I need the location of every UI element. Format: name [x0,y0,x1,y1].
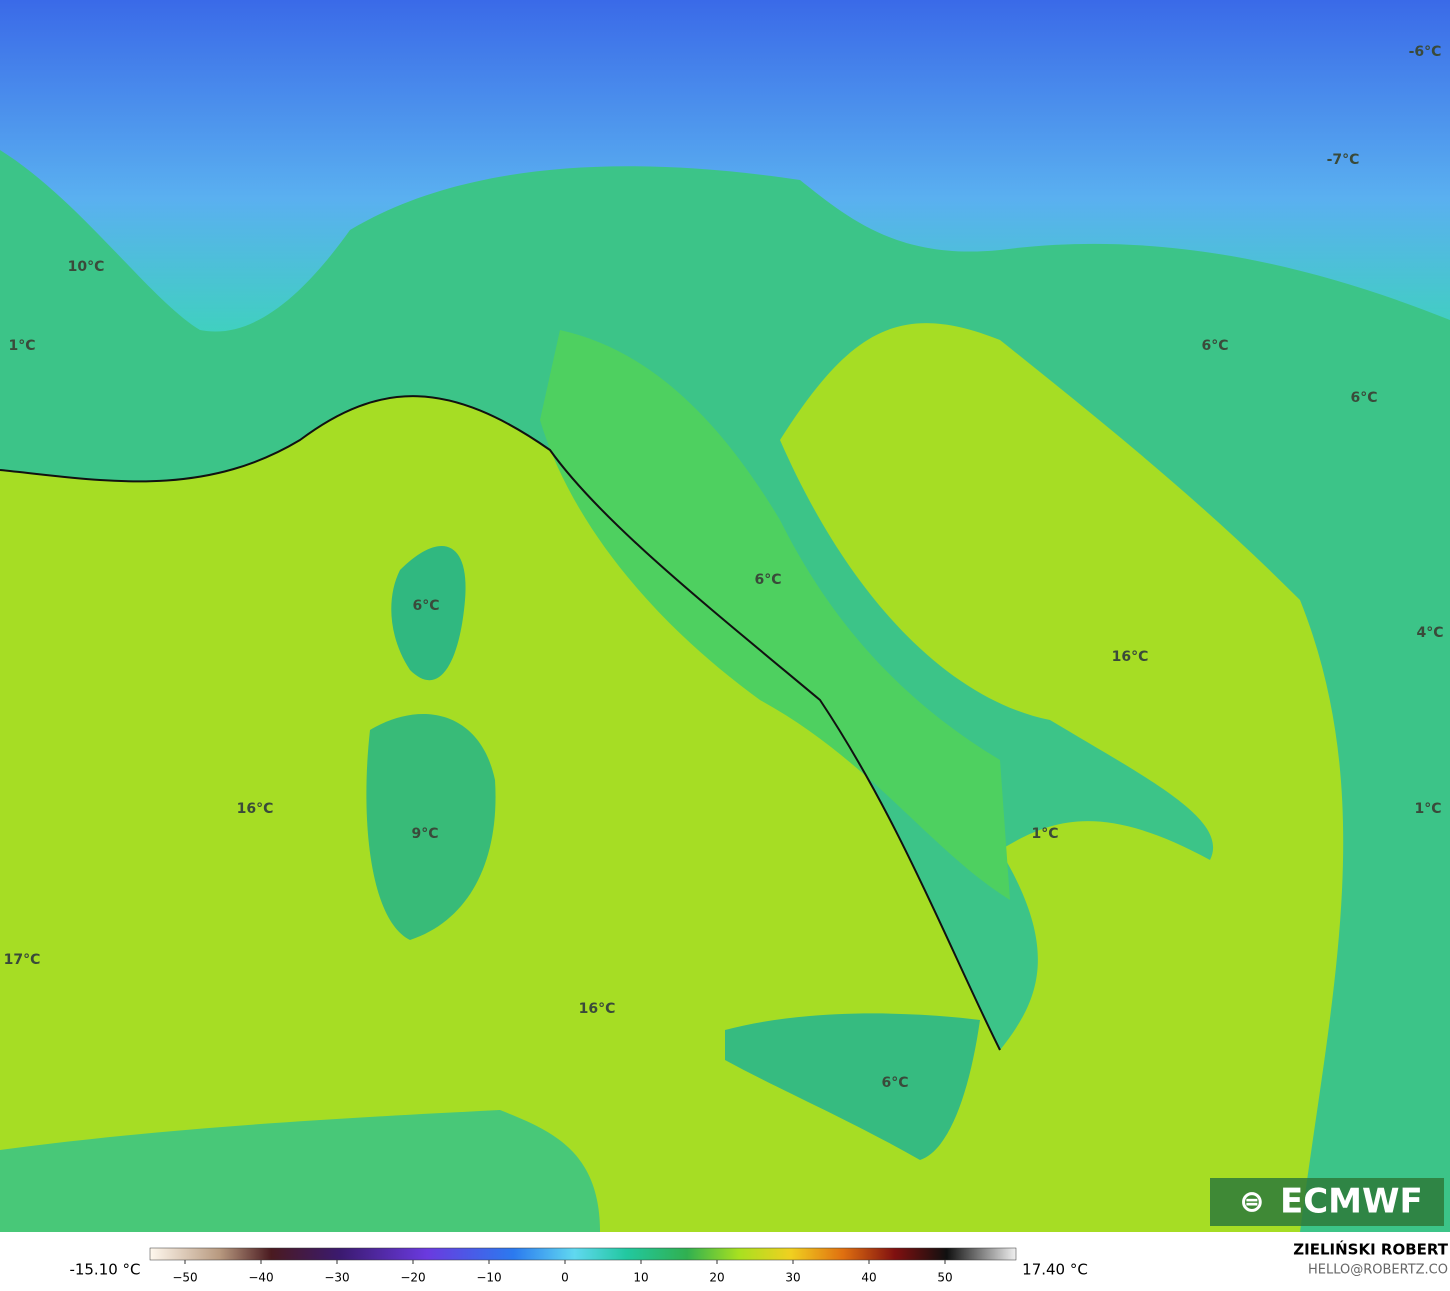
temp-label: -6°C [1409,44,1442,60]
colorbar-tick-label: 30 [785,1271,800,1285]
temp-label: 6°C [1201,338,1228,354]
africa [0,1110,600,1232]
peninsula [540,330,1010,900]
temp-label: 9°C [411,826,438,842]
temp-label: 16°C [1112,649,1149,665]
temp-label: 6°C [412,598,439,614]
temp-label: -7°C [1327,152,1360,168]
colorbar [149,1247,1017,1261]
sicily [725,1013,980,1160]
colorbar-max: 17.40 °C [1022,1261,1088,1279]
colorbar-tick-label: −10 [476,1271,501,1285]
colorbar-tick-label: −20 [400,1271,425,1285]
logo: ECMWF [1280,1182,1423,1222]
temp-label: 6°C [881,1075,908,1091]
colorbar-tick-label: 10 [633,1271,648,1285]
temp-label: 10°C [68,259,105,275]
colorbar-tick-label: 40 [861,1271,876,1285]
colorbar-tick-label: 50 [937,1271,952,1285]
email: HELLO@ROBERTZ.CO [1308,1263,1448,1278]
colorbar-tick-label: −30 [324,1271,349,1285]
temp-label: 1°C [1031,826,1058,842]
temp-label: 16°C [579,1001,616,1017]
temp-label: 1°C [1414,801,1441,817]
temp-label: 16°C [237,801,274,817]
author: ZIELIŃSKI ROBERT [1293,1240,1448,1259]
temp-label: 4°C [1416,625,1443,641]
corsica [391,546,466,681]
alps-cold [0,0,1450,332]
temp-label: 17°C [4,952,41,968]
colorbar-tick-label: 20 [709,1271,724,1285]
logo-box [1210,1178,1444,1226]
temp-label: 6°C [754,572,781,588]
colorbar-tick-label: −40 [248,1271,273,1285]
colorbar-min: -15.10 °C [69,1261,140,1279]
coastline [0,395,1001,1051]
colorbar-tick-label: −50 [172,1271,197,1285]
sardinia [366,714,496,940]
temp-label: 6°C [1350,390,1377,406]
logo-icon: ⊜ [1239,1185,1264,1220]
temp-label: 1°C [8,338,35,354]
colorbar-tick-label: 0 [561,1271,569,1285]
